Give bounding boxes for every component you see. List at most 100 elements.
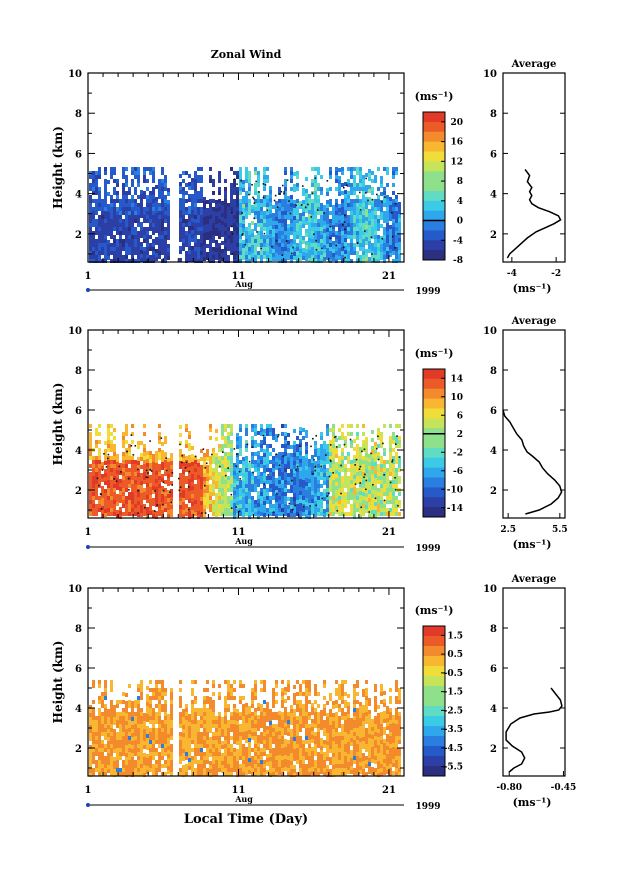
profile-y-tick-label: 8 — [490, 624, 497, 635]
colorbar-segment — [423, 636, 445, 647]
profile-title: Average — [511, 59, 557, 70]
y-tick-label: 10 — [68, 584, 82, 595]
colorbar-label: 0.5 — [447, 650, 463, 660]
colorbar-segment — [423, 230, 445, 241]
colorbar-label: -3.5 — [444, 725, 463, 735]
colorbar-segment — [423, 487, 445, 498]
colorbar-label: -2 — [453, 448, 463, 458]
colorbar-segment — [423, 250, 445, 261]
colorbar-label: -5.5 — [444, 763, 463, 773]
x-tick-label: 1 — [85, 785, 92, 796]
y-tick-label: 8 — [75, 109, 82, 120]
month-axis-marker — [86, 288, 90, 292]
colorbar-segment — [423, 141, 445, 152]
profile-x-tick-label: -0.45 — [551, 783, 577, 793]
colorbar-label: 6 — [457, 411, 463, 421]
zero-contour — [231, 177, 397, 259]
colorbar-label: 1.5 — [447, 631, 463, 641]
colorbar-segment — [423, 656, 445, 667]
colorbar-segment — [423, 507, 445, 518]
colorbar-segment — [423, 378, 445, 390]
y-tick-label: 10 — [68, 69, 82, 80]
colorbar-segment — [423, 686, 445, 697]
colorbar-frame — [422, 111, 446, 261]
colorbar-segment — [423, 388, 445, 400]
colorbar-segment — [423, 121, 445, 133]
x-tick-label: 1 — [85, 527, 92, 538]
x-tick-label: 21 — [382, 527, 396, 538]
profile-y-tick-label: 8 — [490, 109, 497, 120]
colorbar-label: 14 — [450, 374, 463, 384]
x-axis-title: Local Time (Day) — [184, 812, 308, 827]
colorbar-label: 8 — [457, 177, 463, 187]
x-tick-label: 21 — [382, 271, 396, 282]
colorbar-segment — [423, 369, 445, 380]
profile-x-tick-label: -2 — [551, 269, 561, 279]
colorbar-segment — [423, 418, 445, 429]
panel-title: Zonal Wind — [211, 48, 282, 61]
colorbar-segment — [423, 646, 445, 657]
profile-x-axis-title: (ms⁻¹) — [513, 538, 552, 551]
colorbar-label: 4 — [457, 197, 463, 207]
colorbar-segment — [423, 736, 445, 747]
profile-y-tick-label: 6 — [490, 406, 497, 417]
colorbar-label: -0.5 — [444, 669, 463, 679]
y-tick-label: 2 — [75, 744, 82, 755]
colorbar-label: -10 — [447, 485, 463, 495]
profile-frame — [502, 587, 566, 777]
colorbar-frame — [422, 368, 446, 518]
colorbar-segment — [423, 766, 445, 777]
profile-y-tick-label: 4 — [490, 446, 497, 457]
month-axis-marker — [86, 803, 90, 807]
y-tick-label: 6 — [75, 149, 82, 160]
colorbar-segment — [423, 398, 445, 409]
colorbar-segment — [423, 497, 445, 508]
profile-x-tick-label: -4 — [507, 269, 517, 279]
plot-frame — [87, 72, 405, 263]
colorbar-label: -1.5 — [444, 688, 463, 698]
colorbar-segment — [423, 240, 445, 251]
y-axis-title: Height (km) — [51, 383, 65, 466]
colorbar-segment — [423, 457, 445, 469]
y-tick-label: 2 — [75, 230, 82, 241]
year-label: 1999 — [415, 544, 440, 554]
y-axis-title: Height (km) — [51, 641, 65, 724]
profile-y-tick-label: 4 — [490, 704, 497, 715]
colorbar-unit: (ms⁻¹) — [415, 347, 454, 360]
y-tick-label: 8 — [75, 366, 82, 377]
colorbar-segment — [423, 706, 445, 717]
colorbar-segment — [423, 171, 445, 182]
colorbar-segment — [423, 676, 445, 687]
x-tick-label: 11 — [232, 527, 246, 538]
plot-frame — [87, 587, 405, 777]
colorbar-label: -8 — [453, 256, 463, 266]
colorbar-segment — [423, 447, 445, 459]
colorbar-label: 12 — [450, 157, 463, 167]
colorbar-segment — [423, 200, 445, 212]
profile-x-axis-title: (ms⁻¹) — [513, 282, 552, 295]
colorbar-segment — [423, 112, 445, 123]
profile-line — [502, 409, 563, 515]
colorbar-segment — [423, 151, 445, 162]
heatmap-field — [89, 424, 401, 519]
profile-frame — [502, 72, 566, 263]
profile-y-tick-label: 2 — [490, 744, 497, 755]
month-label: Aug — [234, 536, 253, 546]
heatmap-field — [89, 680, 401, 777]
year-label: 1999 — [415, 287, 440, 297]
x-tick-label: 11 — [232, 271, 246, 282]
colorbar-segment — [423, 716, 445, 727]
profile-line — [505, 687, 563, 773]
x-tick-label: 11 — [232, 785, 246, 796]
y-axis-title: Height (km) — [51, 126, 65, 209]
profile-y-tick-label: 8 — [490, 366, 497, 377]
profile-y-tick-label: 10 — [483, 326, 497, 337]
colorbar-label: 10 — [450, 393, 463, 403]
y-tick-label: 2 — [75, 486, 82, 497]
colorbar-label: -6 — [453, 467, 463, 477]
y-tick-label: 4 — [75, 190, 82, 201]
profile-frame — [502, 329, 566, 519]
